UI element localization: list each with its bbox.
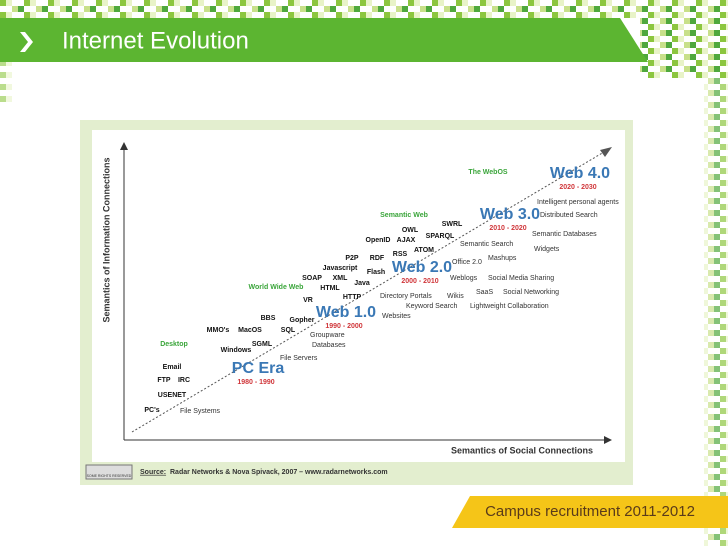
era-name: Web 2.0 bbox=[392, 259, 452, 276]
description-label: File Systems bbox=[180, 408, 221, 415]
trend-arrow bbox=[600, 147, 612, 157]
description-label: Lightweight Collaboration bbox=[470, 303, 549, 310]
era-years: 1980 - 1990 bbox=[237, 379, 274, 386]
technology-label: RDF bbox=[370, 255, 385, 262]
technology-label: VR bbox=[303, 297, 313, 304]
era-name: Web 4.0 bbox=[550, 165, 610, 182]
category-label: Semantic Web bbox=[380, 212, 428, 219]
description-label: Weblogs bbox=[450, 275, 478, 282]
diagram-labels: Web 4.0 2020 - 2030 Web 3.0 2010 - 2020 Web … bbox=[144, 165, 619, 415]
description-label: Keyword Search bbox=[406, 303, 457, 310]
era-years: 2010 - 2020 bbox=[489, 225, 526, 232]
technology-label: MMO's bbox=[207, 327, 230, 334]
technology-label: RSS bbox=[393, 251, 408, 258]
technology-label: SWRL bbox=[442, 221, 463, 228]
era-name: Web 1.0 bbox=[316, 304, 376, 321]
technology-label: OpenID bbox=[366, 237, 391, 244]
footer-text: Campus recruitment 2011-2012 bbox=[485, 503, 695, 520]
y-axis-label: Semantics of Information Connections bbox=[101, 157, 111, 322]
era-years: 1990 - 2000 bbox=[325, 323, 362, 330]
description-label: Widgets bbox=[534, 246, 560, 253]
x-axis-label: Semantics of Social Connections bbox=[451, 445, 593, 455]
source-label: Source: bbox=[140, 469, 166, 476]
technology-label: SGML bbox=[252, 341, 273, 348]
technology-label: XML bbox=[333, 275, 349, 282]
description-label: Groupware bbox=[310, 332, 345, 339]
technology-label: SOAP bbox=[302, 275, 322, 282]
era-years: 2000 - 2010 bbox=[401, 278, 438, 285]
technology-label: Javascript bbox=[323, 265, 358, 272]
technology-label: MacOS bbox=[238, 327, 262, 334]
footer-banner bbox=[452, 496, 728, 528]
technology-label: Flash bbox=[367, 269, 385, 276]
license-text: SOME RIGHTS RESERVED bbox=[87, 474, 132, 478]
x-arrow bbox=[604, 436, 612, 444]
era-name: Web 3.0 bbox=[480, 206, 540, 223]
category-label: The WebOS bbox=[468, 169, 507, 176]
era-years: 2020 - 2030 bbox=[559, 184, 596, 191]
y-arrow bbox=[120, 142, 128, 150]
era-name: PC Era bbox=[232, 360, 285, 377]
technology-label: SPARQL bbox=[426, 233, 455, 240]
diagram-canvas bbox=[92, 130, 625, 462]
description-label: Office 2.0 bbox=[452, 259, 482, 266]
description-label: SaaS bbox=[476, 289, 493, 296]
category-label: Desktop bbox=[160, 341, 188, 348]
license-badge bbox=[85, 464, 133, 480]
description-label: Mashups bbox=[488, 255, 517, 262]
technology-label: Windows bbox=[221, 347, 252, 354]
description-label: Social Media Sharing bbox=[488, 275, 554, 282]
trend-line bbox=[131, 151, 605, 433]
technology-label: Java bbox=[354, 280, 370, 287]
technology-label: PC's bbox=[144, 407, 159, 414]
technology-label: IRC bbox=[178, 377, 190, 384]
technology-label: AJAX bbox=[397, 237, 416, 244]
mosaic-top bbox=[0, 0, 728, 18]
description-label: Websites bbox=[382, 313, 411, 320]
slide-title: Internet Evolution bbox=[62, 27, 249, 54]
description-label: File Servers bbox=[280, 355, 318, 362]
description-label: Semantic Search bbox=[460, 241, 513, 248]
description-label: Semantic Databases bbox=[532, 231, 597, 238]
technology-label: USENET bbox=[158, 392, 187, 399]
title-chevron bbox=[20, 32, 33, 52]
description-label: Wikis bbox=[447, 293, 464, 300]
technology-label: OWL bbox=[402, 227, 419, 234]
mosaic-right bbox=[640, 18, 728, 78]
source-text: Radar Networks & Nova Spivack, 2007 – ww… bbox=[170, 469, 388, 476]
technology-label: BBS bbox=[261, 315, 276, 322]
description-label: Databases bbox=[312, 342, 346, 349]
technology-label: P2P bbox=[345, 255, 359, 262]
technology-label: HTML bbox=[320, 285, 340, 292]
title-banner bbox=[0, 18, 648, 62]
mosaic-edge bbox=[704, 78, 728, 546]
description-label: Distributed Search bbox=[540, 212, 598, 219]
technology-label: SQL bbox=[281, 327, 296, 334]
technology-label: Gopher bbox=[290, 317, 315, 324]
technology-label: ATOM bbox=[414, 247, 434, 254]
description-label: Directory Portals bbox=[380, 293, 432, 300]
category-label: World Wide Web bbox=[249, 284, 304, 291]
description-label: Intelligent personal agents bbox=[537, 199, 619, 206]
mosaic-left bbox=[0, 62, 12, 102]
technology-label: Email bbox=[163, 364, 182, 371]
technology-label: FTP bbox=[157, 377, 171, 384]
description-label: Social Networking bbox=[503, 289, 559, 296]
technology-label: HTTP bbox=[343, 294, 362, 301]
